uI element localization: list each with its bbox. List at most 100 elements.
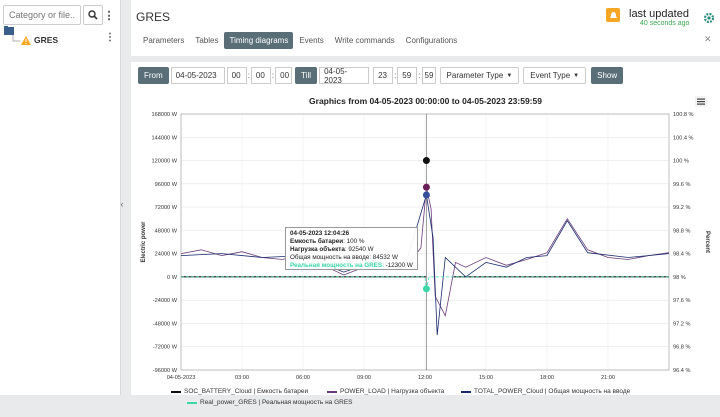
- timing-diagram-chart[interactable]: 168000 W 100.8 % 144000 W 100.4 % 120000 W 10…: [131, 104, 720, 386]
- legend-item[interactable]: POWER_LOAD | Нагрузка объекта: [327, 388, 444, 395]
- legend-label: SOC_BATTERY_Cloud | Емкость батареи: [184, 388, 309, 395]
- legend-item[interactable]: TOTAL_POWER_Cloud | Общая мощность на вв…: [461, 388, 630, 395]
- search-row: ⋮: [3, 5, 119, 25]
- data-point-marker: [422, 285, 430, 293]
- tab-write-commands[interactable]: Write commands: [334, 36, 395, 45]
- chart-tooltip: 04-05-2023 12:04:26 Емкость батареи: 100…: [285, 227, 418, 270]
- tree-item-menu-button[interactable]: ⋮: [105, 31, 115, 43]
- legend-swatch: [187, 401, 197, 404]
- y-right-tick-label: 96.8 %: [673, 345, 690, 351]
- sidebar-menu-button[interactable]: ⋮: [103, 9, 115, 22]
- warning-icon: [21, 35, 31, 45]
- x-tick-label: 04-05-2023: [167, 375, 196, 381]
- y-tick-label: 96000 W: [155, 182, 178, 188]
- plot-frame: [180, 113, 670, 371]
- data-point-marker: [422, 157, 430, 165]
- tooltip-label: Реальная мощность на GRES: [290, 262, 383, 269]
- bell-icon: [609, 11, 617, 18]
- parameter-type-label: Parameter Type: [446, 71, 504, 80]
- till-hours-input[interactable]: 23: [373, 67, 394, 84]
- tooltip-label: Нагрузка объекта: [290, 246, 345, 253]
- event-type-label: Event Type: [530, 71, 571, 80]
- legend-swatch: [171, 390, 181, 393]
- till-date-input[interactable]: 04-05-2023: [319, 67, 370, 85]
- x-tick-label: 03:00: [235, 375, 249, 381]
- sidebar: ⋮ GRES ⋮: [0, 0, 121, 395]
- tooltip-label: Общая мощность на вводе: [290, 254, 370, 261]
- tab-timing-diagrams[interactable]: Timing diagrams: [224, 32, 294, 49]
- time-separator: :: [418, 71, 421, 80]
- legend-swatch: [461, 390, 471, 393]
- tab-events[interactable]: Events: [299, 36, 324, 45]
- event-type-dropdown[interactable]: Event Type ▼: [523, 67, 587, 84]
- tooltip-row: Реальная мощность на GRES: -12300 W: [290, 262, 413, 269]
- x-tick-label: 12:00: [418, 375, 432, 381]
- y-right-tick-label: 97.2 %: [673, 321, 690, 327]
- y-tick-label: 24000 W: [155, 252, 178, 258]
- tooltip-label: Емкость батареи: [290, 238, 344, 245]
- till-minutes-input[interactable]: 59: [397, 67, 418, 84]
- alert-badge[interactable]: [606, 8, 620, 22]
- close-icon[interactable]: ✕: [704, 34, 712, 44]
- chart-menu-icon[interactable]: [695, 96, 707, 107]
- tooltip-value: -12300 W: [385, 262, 413, 269]
- y-tick-label: -72000 W: [153, 345, 178, 351]
- tab-parameters[interactable]: Parameters: [143, 36, 185, 45]
- caret-down-icon: ▼: [573, 72, 580, 79]
- y-right-tick-label: 100.8 %: [673, 112, 694, 118]
- collapse-sidebar-icon[interactable]: ‹: [120, 199, 124, 209]
- from-hours-input[interactable]: 00: [226, 67, 247, 84]
- updated-ago-text: 40 seconds ago: [640, 20, 690, 27]
- series-line: [181, 276, 669, 289]
- till-button[interactable]: Till: [295, 67, 318, 84]
- y-right-tick-label: 98.8 %: [673, 228, 690, 234]
- main-panel: GRES Parameters Tables Timing diagrams E…: [131, 0, 720, 395]
- data-point-marker: [422, 191, 430, 199]
- y-right-tick-label: 98 %: [673, 275, 686, 281]
- header: GRES Parameters Tables Timing diagrams E…: [131, 0, 720, 56]
- show-button[interactable]: Show: [591, 67, 624, 84]
- y-tick-label: 48000 W: [155, 228, 178, 234]
- legend-label: Real_power_GRES | Реальная мощность на G…: [200, 399, 353, 406]
- tab-bar: Parameters Tables Timing diagrams Events…: [138, 32, 463, 49]
- y-right-axis-label: Percent: [704, 231, 710, 253]
- legend-swatch: [327, 390, 337, 393]
- y-right-tick-label: 96.4 %: [673, 368, 690, 374]
- gear-icon[interactable]: [703, 12, 715, 24]
- y-right-tick-label: 97.6 %: [673, 298, 690, 304]
- y-right-tick-label: 98.4 %: [673, 252, 690, 258]
- from-button[interactable]: From: [138, 67, 169, 84]
- y-tick-label: 120000 W: [152, 159, 178, 165]
- y-tick-label: 0 W: [167, 275, 178, 281]
- legend-item[interactable]: SOC_BATTERY_Cloud | Емкость батареи: [171, 388, 308, 395]
- tooltip-value: 84532 W: [372, 254, 398, 261]
- from-seconds-input[interactable]: 00: [275, 67, 293, 84]
- search-icon: [88, 10, 98, 20]
- y-right-tick-label: 100.4 %: [673, 135, 694, 141]
- caret-down-icon: ▼: [506, 72, 513, 79]
- till-seconds-input[interactable]: 59: [421, 67, 436, 84]
- tab-configurations[interactable]: Configurations: [405, 36, 458, 45]
- time-separator: :: [394, 71, 397, 80]
- y-axis-label: Electric power: [141, 221, 147, 263]
- folder-icon[interactable]: [4, 26, 14, 35]
- from-minutes-input[interactable]: 00: [250, 67, 271, 84]
- legend-item[interactable]: Real_power_GRES | Реальная мощность на G…: [187, 399, 353, 406]
- search-input[interactable]: [3, 5, 81, 25]
- legend-label: POWER_LOAD | Нагрузка объекта: [340, 388, 445, 395]
- tree-item-gres[interactable]: GRES ⋮: [12, 31, 122, 47]
- tooltip-row: Общая мощность на вводе: 84532 W: [290, 254, 398, 261]
- y-tick-label: 72000 W: [155, 205, 178, 211]
- parameter-type-dropdown[interactable]: Parameter Type ▼: [439, 67, 520, 84]
- search-button[interactable]: [83, 5, 103, 25]
- tooltip-value: 92540 W: [348, 246, 374, 253]
- y-tick-label: 144000 W: [152, 135, 178, 141]
- x-tick-label: 15:00: [479, 375, 493, 381]
- y-right-tick-label: 99.2 %: [673, 205, 690, 211]
- x-tick-label: 18:00: [540, 375, 554, 381]
- data-point-marker: [422, 183, 430, 191]
- time-separator: :: [247, 71, 250, 80]
- diagram-panel: From 04-05-2023 00 : 00 : 00 Till 04-05-…: [131, 62, 720, 395]
- from-date-input[interactable]: 04-05-2023: [170, 67, 225, 84]
- tab-tables[interactable]: Tables: [195, 36, 219, 45]
